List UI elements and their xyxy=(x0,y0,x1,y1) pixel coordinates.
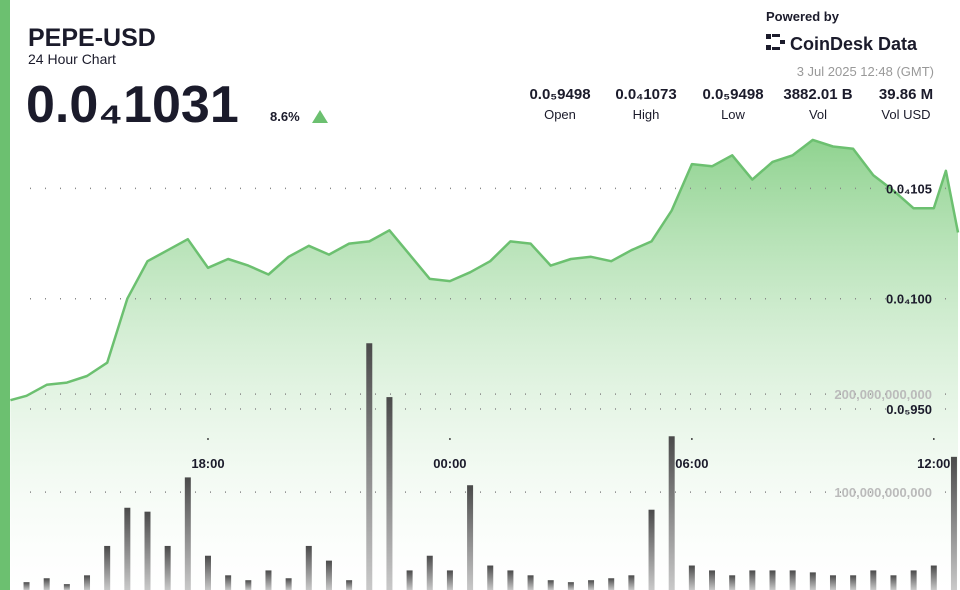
stat-label: Open xyxy=(544,107,576,122)
volume-tick-label: 100,000,000,000 xyxy=(834,485,932,500)
subtitle: 24 Hour Chart xyxy=(28,51,116,67)
volume-bar xyxy=(829,575,836,590)
volume-bar xyxy=(870,570,877,590)
stat-value: 3882.01 B xyxy=(783,86,852,103)
volume-bar xyxy=(124,507,131,590)
volume-bar xyxy=(507,570,514,590)
volume-bar xyxy=(688,565,695,590)
accent-strip xyxy=(0,0,10,590)
volume-bar xyxy=(487,565,494,590)
volume-bar xyxy=(164,545,171,590)
volume-bar xyxy=(225,575,232,590)
volume-bar xyxy=(346,580,353,590)
volume-bar xyxy=(386,397,393,590)
volume-bar xyxy=(104,545,111,590)
x-tick-label: 00:00 xyxy=(433,456,466,471)
volume-bar xyxy=(305,545,312,590)
volume-bar xyxy=(789,570,796,590)
plot: 18:00 00:00 06:00 12:00 0.0₅950 0.0₄100 0.0₄10… xyxy=(10,138,960,590)
volume-bar xyxy=(709,570,716,590)
volume-bar xyxy=(426,555,433,590)
price-line xyxy=(10,138,960,402)
volume-bar xyxy=(910,570,917,590)
x-tick-label: 06:00 xyxy=(675,456,708,471)
price: 0.0₄1031 xyxy=(26,76,239,134)
volume-bar xyxy=(285,578,292,590)
timestamp: 3 Jul 2025 12:48 (GMT) xyxy=(797,64,934,79)
stat-label: Low xyxy=(721,107,745,122)
volume-bar xyxy=(588,580,595,590)
volume-bar xyxy=(608,578,615,590)
volume-bar xyxy=(769,570,776,590)
volume-bar xyxy=(43,578,50,590)
volume-bar xyxy=(547,580,554,590)
powered-by: Powered by xyxy=(766,9,840,24)
up-arrow xyxy=(312,110,328,123)
price-area xyxy=(10,139,958,590)
title: PEPE-USD xyxy=(28,24,156,52)
volume-bar xyxy=(23,582,30,590)
volume-tick-label: 200,000,000,000 xyxy=(834,387,932,402)
volume-bar xyxy=(406,570,413,590)
volume-bar xyxy=(84,575,91,590)
stat-value: 0.0₄1073 xyxy=(615,86,676,103)
stat-value: 0.0₅9498 xyxy=(702,86,763,103)
volume-bar xyxy=(850,575,857,590)
brand-icon xyxy=(766,34,785,50)
volume-bar xyxy=(527,575,534,590)
x-tick-label: 18:00 xyxy=(191,456,224,471)
volume-bar xyxy=(930,565,937,590)
stat-value: 0.0₅9498 xyxy=(529,86,590,103)
volume-bar xyxy=(628,575,635,590)
change: 8.6% xyxy=(270,109,300,124)
brand: CoinDesk Data xyxy=(790,34,918,54)
volume-bar xyxy=(668,436,675,590)
volume-bar xyxy=(729,575,736,590)
stat-label: Vol USD xyxy=(881,107,930,122)
volume-bar xyxy=(567,582,574,590)
volume-bar xyxy=(749,570,756,590)
volume-bar xyxy=(467,485,474,590)
volume-bar xyxy=(245,580,252,590)
volume-bar xyxy=(204,555,211,590)
volume-bar xyxy=(446,570,453,590)
stats: 0.0₅9498 Open 0.0₄1073 High 0.0₅9498 Low 3882.… xyxy=(529,86,933,122)
volume-bar xyxy=(325,560,332,590)
stat-label: High xyxy=(633,107,660,122)
y-tick-label: 0.0₅950 xyxy=(886,402,932,417)
volume-bar xyxy=(184,477,191,590)
x-tick-label: 12:00 xyxy=(917,456,950,471)
stat-label: Vol xyxy=(809,107,827,122)
volume-bar xyxy=(63,584,70,590)
volume-bar xyxy=(265,570,272,590)
volume-bar xyxy=(809,572,816,590)
volume-bar xyxy=(144,511,151,590)
y-tick-label: 0.0₄105 xyxy=(886,181,932,196)
volume-bar xyxy=(950,456,957,590)
volume-bar xyxy=(648,509,655,590)
y-tick-label: 0.0₄100 xyxy=(886,292,932,307)
volume-bar xyxy=(366,343,373,590)
stat-value: 39.86 M xyxy=(879,86,933,103)
volume-bar xyxy=(890,575,897,590)
